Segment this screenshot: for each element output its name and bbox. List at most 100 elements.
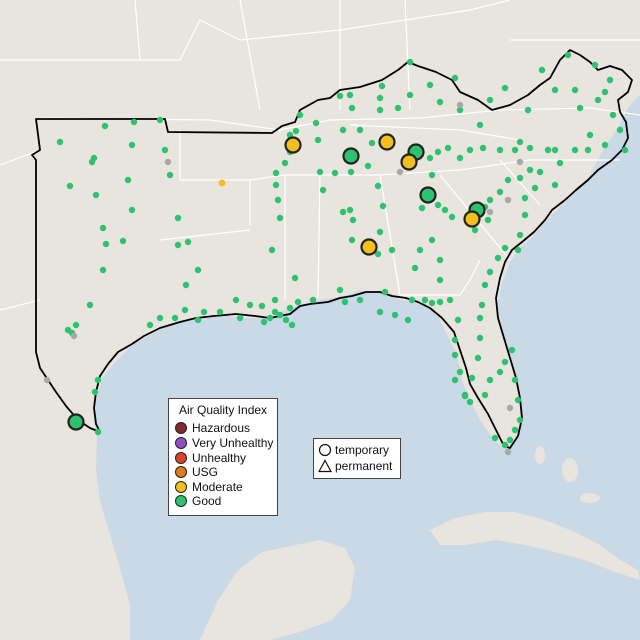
monitor-site[interactable] — [521, 211, 529, 219]
monitor-site[interactable] — [182, 281, 190, 289]
monitor-site[interactable] — [86, 301, 94, 309]
monitor-site[interactable] — [346, 91, 354, 99]
monitor-site[interactable] — [451, 351, 459, 359]
temporary-site-moderate[interactable] — [400, 153, 418, 171]
monitor-site[interactable] — [428, 171, 436, 179]
monitor-site[interactable] — [94, 428, 102, 436]
monitor-site[interactable] — [461, 392, 469, 400]
monitor-site[interactable] — [516, 231, 524, 239]
monitor-site[interactable] — [586, 131, 594, 139]
monitor-site[interactable] — [99, 266, 107, 274]
monitor-site[interactable] — [271, 308, 279, 316]
monitor-site[interactable] — [379, 202, 387, 210]
monitor-site[interactable] — [348, 104, 356, 112]
monitor-site[interactable] — [99, 224, 107, 232]
monitor-site[interactable] — [314, 136, 322, 144]
monitor-site[interactable] — [156, 314, 164, 322]
monitor-site[interactable] — [571, 146, 579, 154]
monitor-site[interactable] — [194, 266, 202, 274]
monitor-site[interactable] — [451, 336, 459, 344]
monitor-site[interactable] — [526, 166, 534, 174]
monitor-site[interactable] — [166, 171, 174, 179]
monitor-site[interactable] — [426, 154, 434, 162]
monitor-site[interactable] — [496, 188, 504, 196]
monitor-site[interactable] — [336, 286, 344, 294]
monitor-site[interactable] — [481, 391, 489, 399]
monitor-site[interactable] — [601, 88, 609, 96]
monitor-site[interactable] — [456, 154, 464, 162]
monitor-site[interactable] — [508, 346, 516, 354]
monitor-site[interactable] — [551, 146, 559, 154]
monitor-site[interactable] — [92, 191, 100, 199]
monitor-site[interactable] — [406, 58, 414, 66]
monitor-site[interactable] — [271, 296, 279, 304]
monitor-site[interactable] — [411, 264, 419, 272]
monitor-site[interactable] — [281, 159, 289, 167]
monitor-site[interactable] — [484, 216, 492, 224]
monitor-site[interactable] — [282, 316, 290, 324]
temporary-site-good[interactable] — [342, 147, 360, 165]
monitor-site[interactable] — [476, 121, 484, 129]
monitor-site[interactable] — [336, 92, 344, 100]
monitor-site[interactable] — [288, 321, 296, 329]
monitor-site[interactable] — [292, 127, 300, 135]
monitor-site[interactable] — [294, 298, 302, 306]
monitor-site[interactable] — [511, 146, 519, 154]
monitor-site[interactable] — [349, 216, 357, 224]
monitor-site[interactable] — [436, 98, 444, 106]
monitor-site[interactable] — [474, 354, 482, 362]
monitor-site[interactable] — [194, 316, 202, 324]
monitor-site-inactive[interactable] — [506, 404, 514, 412]
monitor-site[interactable] — [128, 206, 136, 214]
monitor-site[interactable] — [551, 86, 559, 94]
monitor-site[interactable] — [376, 94, 384, 102]
monitor-site[interactable] — [584, 146, 592, 154]
monitor-site[interactable] — [621, 146, 629, 154]
monitor-site-moderate[interactable] — [218, 179, 226, 187]
monitor-site[interactable] — [316, 168, 324, 176]
monitor-site[interactable] — [319, 186, 327, 194]
monitor-site[interactable] — [128, 141, 136, 149]
monitor-site[interactable] — [501, 358, 509, 366]
monitor-site[interactable] — [436, 276, 444, 284]
monitor-site[interactable] — [564, 51, 572, 59]
monitor-site[interactable] — [408, 296, 416, 304]
monitor-site[interactable] — [374, 250, 382, 258]
monitor-site[interactable] — [216, 308, 224, 316]
monitor-site[interactable] — [309, 296, 317, 304]
monitor-site[interactable] — [576, 104, 584, 112]
monitor-site-inactive[interactable] — [396, 168, 404, 176]
monitor-site[interactable] — [156, 116, 164, 124]
temporary-site-moderate[interactable] — [360, 238, 378, 256]
monitor-site[interactable] — [388, 246, 396, 254]
monitor-site[interactable] — [606, 76, 614, 84]
monitor-site[interactable] — [296, 111, 304, 119]
temporary-site-moderate[interactable] — [463, 210, 481, 228]
monitor-site[interactable] — [181, 306, 189, 314]
monitor-site[interactable] — [456, 106, 464, 114]
monitor-site[interactable] — [468, 374, 476, 382]
monitor-site[interactable] — [376, 308, 384, 316]
monitor-site[interactable] — [538, 66, 546, 74]
monitor-site[interactable] — [609, 111, 617, 119]
monitor-site-inactive[interactable] — [164, 158, 172, 166]
monitor-site[interactable] — [511, 426, 519, 434]
monitor-site[interactable] — [551, 181, 559, 189]
monitor-site[interactable] — [258, 302, 266, 310]
monitor-site[interactable] — [486, 376, 494, 384]
monitor-site[interactable] — [56, 138, 64, 146]
monitor-site[interactable] — [381, 288, 389, 296]
monitor-site[interactable] — [501, 84, 509, 92]
monitor-site[interactable] — [331, 169, 339, 177]
monitor-site[interactable] — [496, 368, 504, 376]
monitor-site[interactable] — [428, 236, 436, 244]
monitor-site[interactable] — [516, 174, 524, 182]
monitor-site[interactable] — [506, 436, 514, 444]
monitor-site[interactable] — [291, 274, 299, 282]
monitor-site[interactable] — [418, 204, 426, 212]
monitor-site[interactable] — [481, 281, 489, 289]
monitor-site[interactable] — [521, 194, 529, 202]
monitor-site[interactable] — [571, 86, 579, 94]
monitor-site[interactable] — [451, 74, 459, 82]
